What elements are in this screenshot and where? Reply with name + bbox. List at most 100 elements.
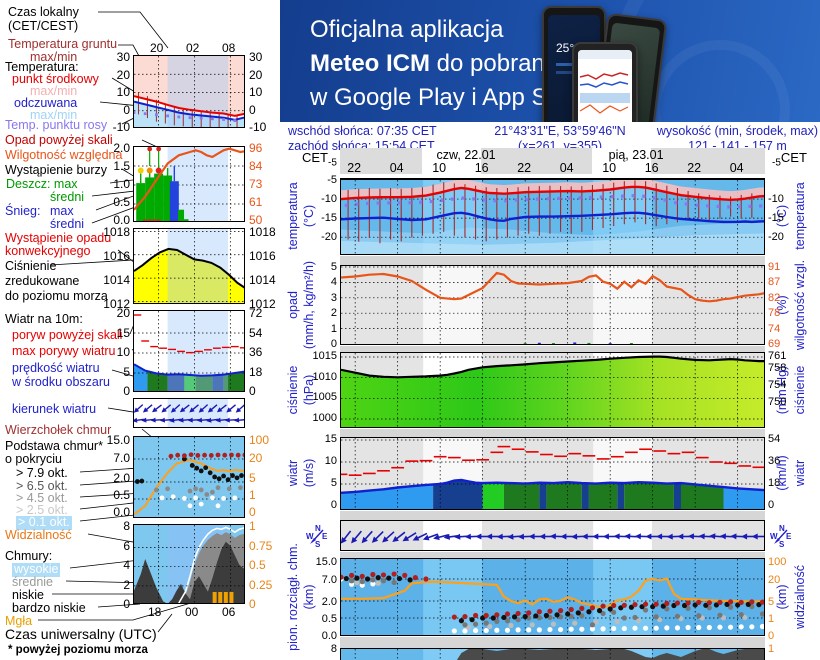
- legend-label-konwekcyjny-2: konwekcyjnego: [5, 244, 91, 258]
- date-label: pią, 23.01: [608, 148, 664, 162]
- mini-wind-ytick-right: 72: [249, 306, 263, 320]
- utc-axis-label: Czas uniwersalny (UTC): [5, 626, 157, 642]
- legend-label-snieg-label: Śnieg:: [5, 204, 41, 218]
- legend-label-predkosc-1: prędkość wiatru: [12, 361, 100, 375]
- mini-precip-ytick-left: 0.5: [113, 195, 130, 209]
- mini-wind-ytick-right: 54: [249, 325, 263, 340]
- legend-label-temp-gruntu-2: max/min: [30, 50, 78, 64]
- mini-pressure-ytick-right: 1016: [249, 249, 276, 263]
- clouds-visibility-panel: [340, 558, 765, 636]
- pressure-ytick-left: 1000: [312, 412, 337, 425]
- phone-meteogram-preview: [579, 72, 630, 114]
- mini-temp-xtick: 20: [150, 41, 164, 55]
- legend-label-maxmin-blue: max/min: [30, 108, 78, 122]
- mini-cover-ytick-left: 2: [123, 577, 130, 592]
- panel-gap: [340, 552, 765, 558]
- time-tick-label: 04: [559, 161, 574, 175]
- legend-label-okt45: > 4.5 okt.: [16, 491, 68, 505]
- precip-humidity-panel: [340, 265, 765, 345]
- mini-utc-xtick: 18: [148, 605, 162, 619]
- mini-wind-ytick-left: 20: [116, 306, 130, 320]
- geo-coordinates: 21°43'31"E, 53°59'46"N: [494, 124, 626, 138]
- compass-letter: N: [779, 524, 785, 533]
- mini-clouds-ytick-left: 2.0: [113, 471, 130, 485]
- mini-precip-ytick-left: 1.5: [113, 159, 130, 173]
- legend-label-kierunek: kierunek wiatru: [12, 402, 97, 416]
- mini-temp-ytick-left: 30: [116, 50, 130, 64]
- axis-title-wind-right: wiatr: [793, 459, 807, 487]
- time-tick-label: 16: [474, 161, 489, 175]
- tz-edge-right: -5: [772, 157, 781, 169]
- mini-precip-ytick-left: 2.0: [113, 141, 130, 155]
- mini-utc-xtick: 00: [185, 605, 199, 619]
- compass-letter: W: [306, 532, 314, 541]
- wind-direction-panel: [340, 520, 765, 551]
- app-banner[interactable]: Oficjalna aplikacja Meteo ICM do pobrani…: [280, 0, 820, 122]
- mini-wind-ytick-right: 0: [249, 384, 256, 398]
- legend-label-cisnienie-3: do poziomu morza: [5, 289, 108, 303]
- night-shading: [340, 148, 423, 174]
- mini-pressure-ytick-right: 1014: [249, 273, 276, 287]
- precip-ytick-left: 5: [330, 261, 337, 273]
- time-tick-label: 22: [517, 161, 532, 175]
- wind-ytick-right: 18: [768, 477, 781, 489]
- mini-cover-ytick-left: 6: [123, 538, 130, 553]
- legend-label-deszcz-sredni: średni: [50, 190, 85, 204]
- mini-pressure-ytick-left: 1012: [103, 297, 130, 311]
- visibility-ytick-right: 20: [768, 574, 781, 586]
- pressure-panel: [340, 352, 765, 428]
- compass-arrow-icon: [774, 529, 788, 544]
- legend-label-porywy-max: max porywy wiatru: [12, 344, 116, 358]
- wind-ytick-right: 0: [768, 499, 775, 511]
- axis-title-pressure-right: ciśnienie: [793, 365, 807, 415]
- mini-clouds-ytick-right: 0: [249, 505, 256, 519]
- mini-precip-ytick-left: 1.0: [113, 177, 130, 191]
- legend-label-okt01: > 0.1 okt.: [16, 515, 72, 530]
- axis-title-precip: opad: [286, 291, 300, 319]
- time-tick-label: 04: [389, 161, 404, 175]
- altitude-label: wysokość (min, środek, max): [656, 124, 818, 138]
- legend-label-konwekcyjny-1: Wystąpienie opadu: [5, 231, 112, 245]
- legend-label-podstawa-2: o pokryciu: [5, 452, 62, 466]
- legend-mini-visibility-cover: [133, 524, 245, 604]
- pressure-ytick-right: 758: [768, 362, 787, 375]
- compass-letter: S: [315, 540, 321, 549]
- mini-clouds-ytick-right: 100: [249, 433, 270, 447]
- temp-ytick-right: -15: [768, 212, 784, 224]
- mini-cover-ytick-left: 8: [123, 519, 130, 533]
- wind-ytick-left: 10: [324, 455, 337, 467]
- mini-pressure-ytick-left: 1014: [103, 273, 130, 287]
- axis-title-humidity: wilgotność wzgl.: [793, 259, 807, 351]
- mini-temp-ytick-right: 30: [249, 50, 263, 64]
- precip-ytick-left: 1: [330, 322, 337, 335]
- axis-unit-visibility: (km): [775, 584, 789, 610]
- mini-wind-ytick-left: 0: [123, 384, 130, 398]
- legend-label-okt25: > 2.5 okt.: [16, 503, 68, 517]
- mini-wind-ytick-right: 18: [249, 364, 263, 379]
- temp-ytick-right: -10: [768, 193, 784, 205]
- mini-utc-xtick: 06: [222, 605, 236, 619]
- axis-title-clouds: pion. rozciągł. chm.: [286, 543, 300, 651]
- legend-label-poryw: poryw powyżej skali: [12, 328, 123, 342]
- mini-clouds-ytick-left: 15.0: [106, 433, 130, 447]
- mini-temp-xtick: 02: [186, 41, 200, 55]
- legend-label-snieg-max: max: [50, 204, 74, 218]
- legend-mini-precip: [133, 146, 245, 222]
- legend-label-czas-lokalny-2: (CET/CEST): [8, 19, 79, 33]
- visibility-ytick-right: 100: [768, 556, 787, 568]
- mini-temp-ytick-left: 0: [123, 102, 130, 117]
- banner-line2: Meteo ICM do pobrania: [310, 50, 564, 77]
- legend-label-cisnienie-2: zredukowane: [5, 274, 80, 288]
- compass-arrow-icon: [310, 529, 324, 544]
- precip-ytick-left: 4: [330, 276, 337, 289]
- visibility-ytick-right: 1: [768, 613, 775, 625]
- mini-clouds-ytick-left: 0.5: [113, 488, 130, 502]
- wind-panel: [340, 437, 765, 510]
- mini-pressure-ytick-left: 1016: [103, 249, 130, 263]
- mini-temp-ytick-left: -10: [112, 120, 130, 134]
- temp-ytick-left: -15: [321, 212, 337, 224]
- legend-label-temperatura: Temperatura:: [5, 60, 79, 74]
- mini-clouds-ytick-right: 5: [249, 471, 256, 485]
- time-axis: 22 04 10 16 22 04 10 16 22 04 czw, 22.01 pią, 23.01: [340, 148, 765, 176]
